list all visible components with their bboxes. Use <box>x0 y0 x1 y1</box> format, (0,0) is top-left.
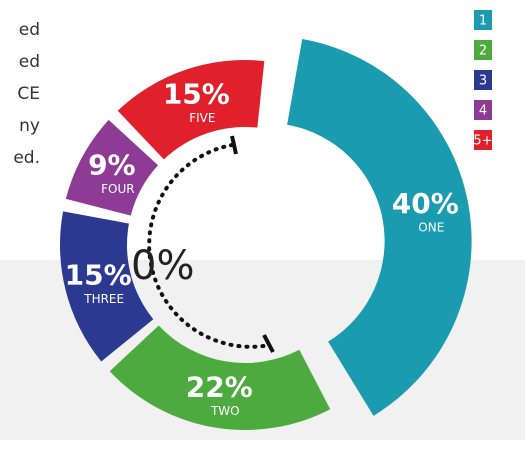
legend-swatch <box>474 130 492 150</box>
arc-end-tick <box>230 135 238 155</box>
legend-label: 5+ <box>473 134 492 149</box>
segment-label: TWO <box>210 404 240 418</box>
pie-segment <box>60 211 154 362</box>
text-fragment: CE <box>17 84 40 104</box>
text-fragment: ny <box>19 116 40 136</box>
segment-label: FIVE <box>189 111 215 125</box>
legend-label: 4 <box>479 104 487 119</box>
value-label: 22% <box>186 370 253 403</box>
legend-swatch <box>474 10 492 30</box>
text-fragment: ed <box>19 52 40 72</box>
value-label: 9% <box>88 149 136 182</box>
legend-label: 2 <box>479 44 487 59</box>
legend-swatch <box>474 70 492 90</box>
legend-label: 3 <box>479 74 487 89</box>
value-label: 15% <box>163 78 230 111</box>
segment-label: ONE <box>418 220 444 234</box>
segment-label: FOUR <box>101 182 134 196</box>
value-label: 40% <box>392 187 459 220</box>
legend-swatch <box>474 40 492 60</box>
arc-end-tick <box>262 334 275 353</box>
pie-segment <box>65 119 159 216</box>
pie-segment <box>109 325 331 431</box>
pie-segment <box>117 59 265 160</box>
text-fragment: ed <box>19 20 40 40</box>
dotted-arc <box>147 143 272 349</box>
value-label: 15% <box>65 258 132 291</box>
legend-swatch <box>474 100 492 120</box>
text-fragment: ed. <box>13 148 40 168</box>
segment-label: THREE <box>83 292 124 306</box>
legend-label: 1 <box>479 14 487 29</box>
pie-segment <box>287 39 472 416</box>
